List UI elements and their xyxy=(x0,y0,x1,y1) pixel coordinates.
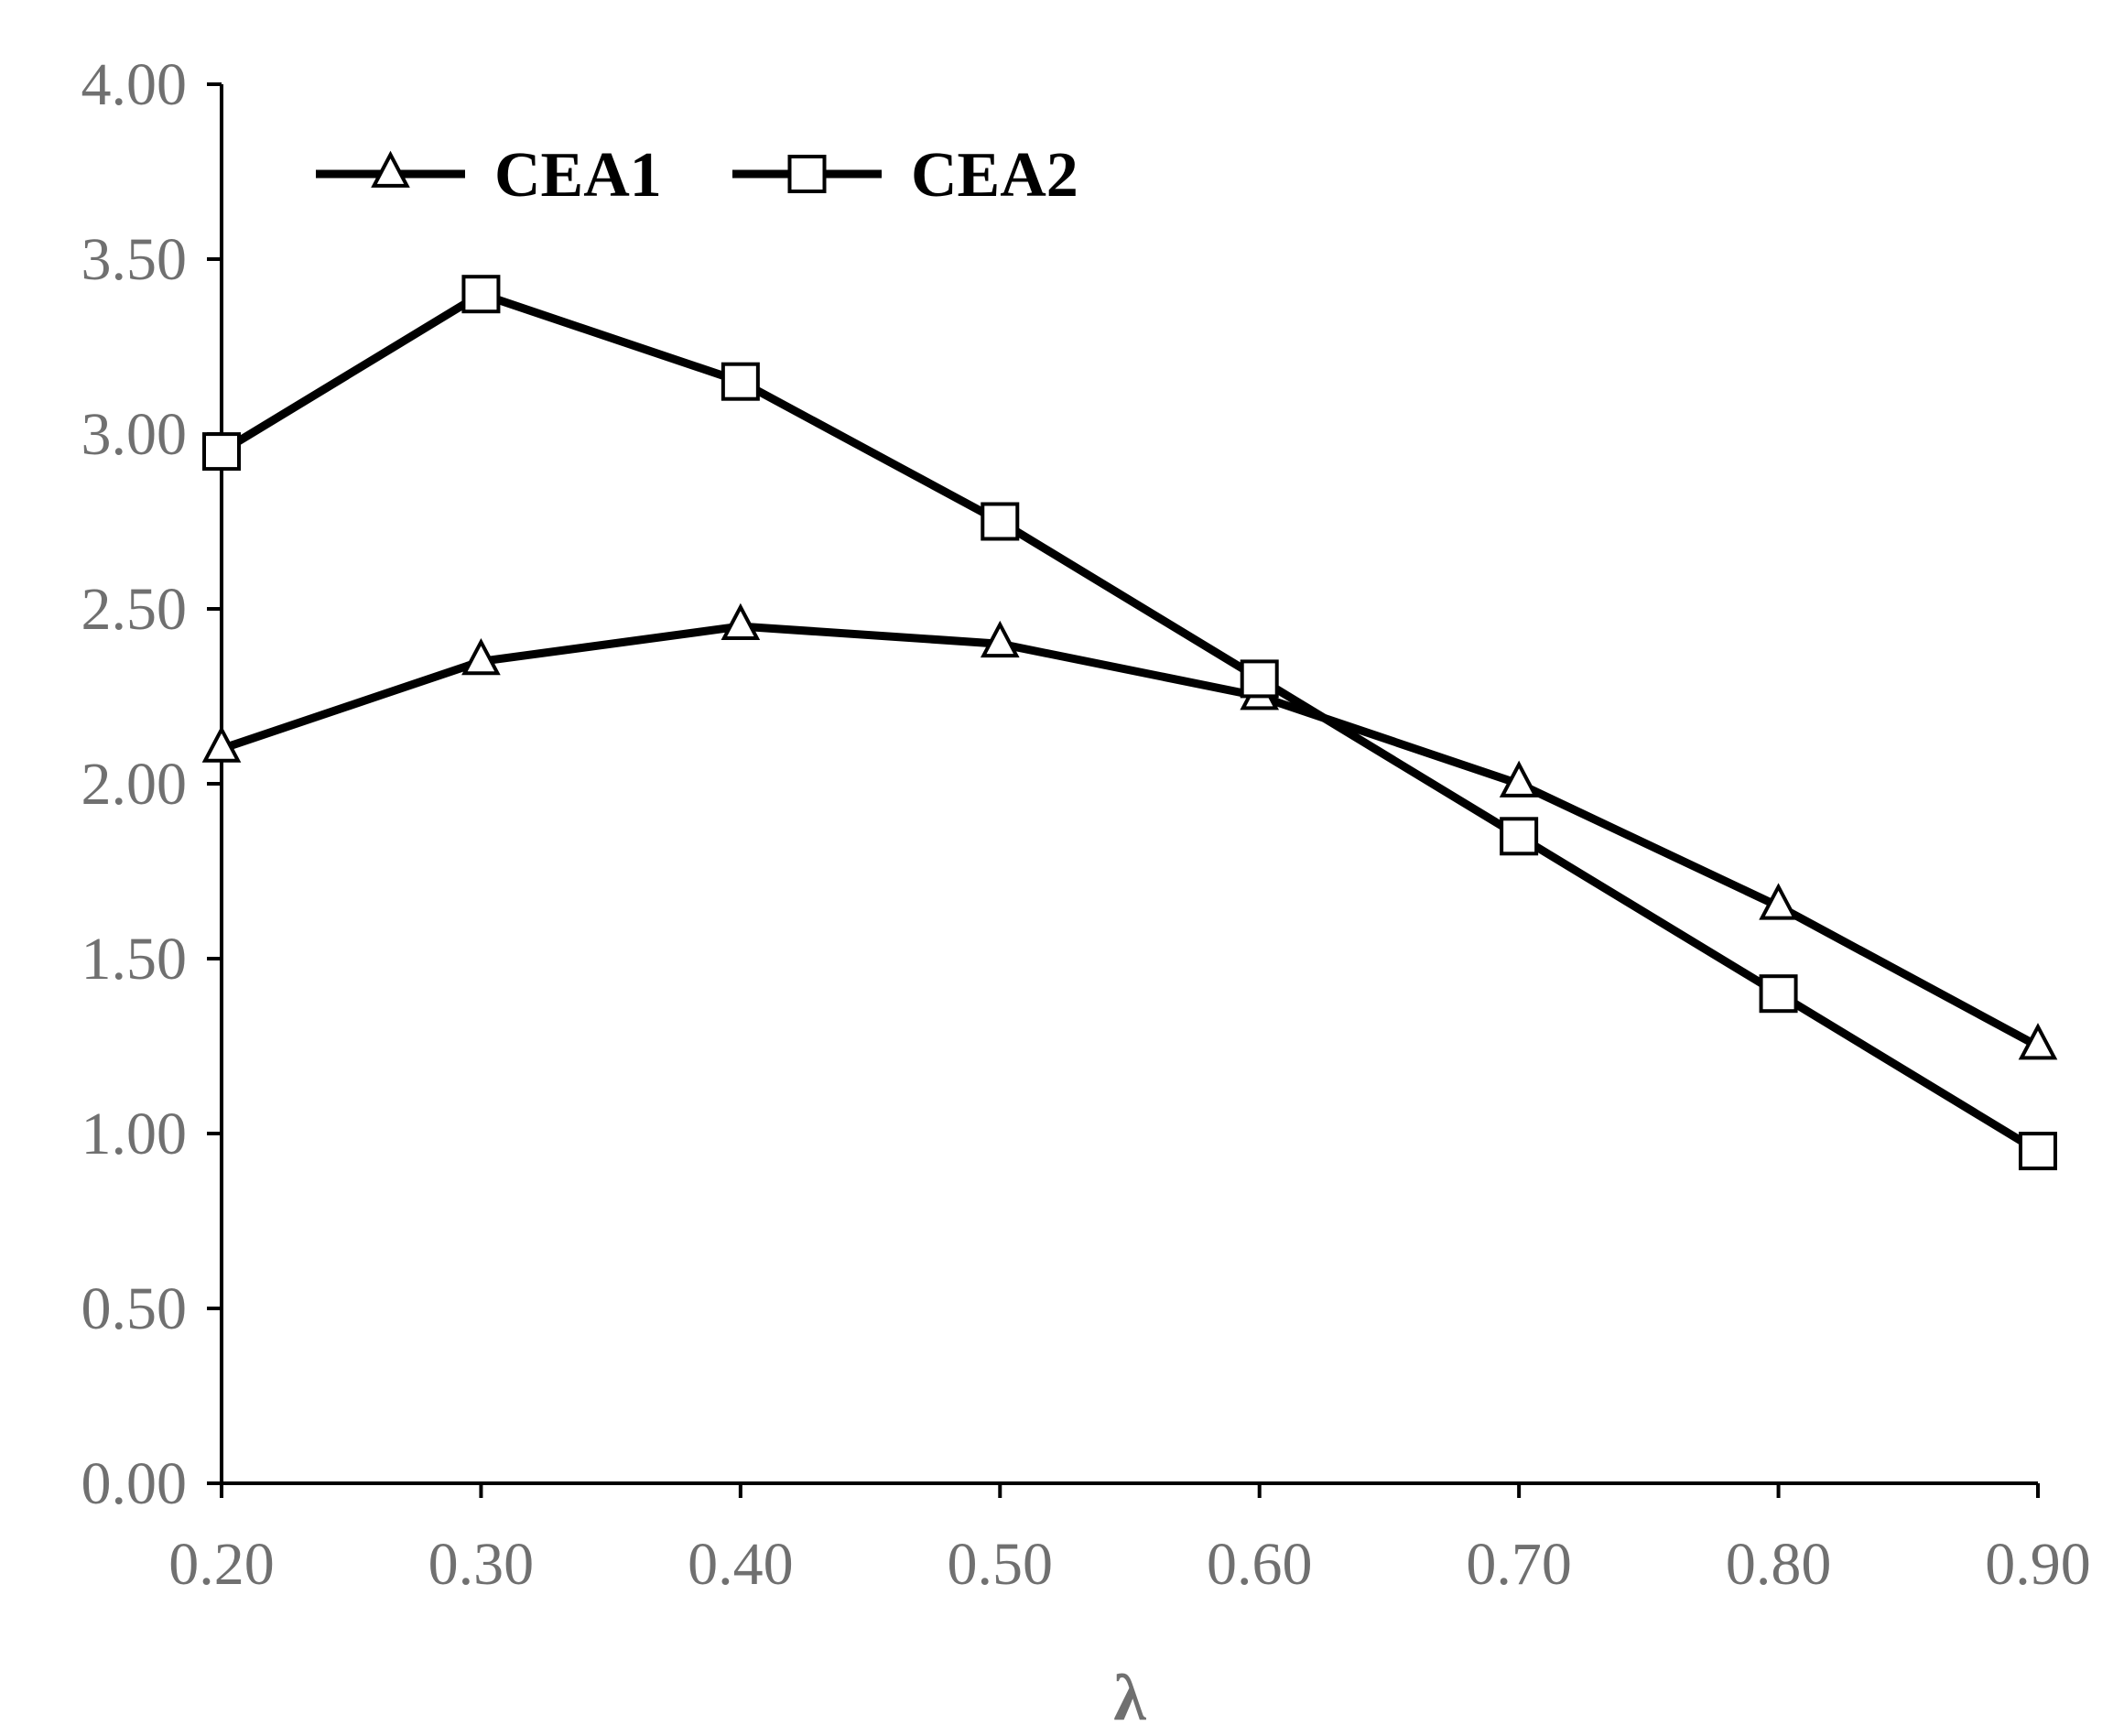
series-cea2 xyxy=(202,275,2057,1171)
x-tick-label: 0.60 xyxy=(1207,1531,1313,1598)
y-tick-label: 1.50 xyxy=(81,926,188,993)
y-tick-label: 1.00 xyxy=(81,1101,188,1167)
y-tick-label: 0.00 xyxy=(81,1450,188,1517)
y-tick-label: 3.50 xyxy=(81,226,188,293)
legend-item-cea1: CEA1 xyxy=(316,140,662,211)
x-tick-label: 0.80 xyxy=(1726,1531,1832,1598)
data-point-cea1 xyxy=(201,725,242,763)
y-tick-label: 3.00 xyxy=(81,401,188,468)
legend-label: CEA2 xyxy=(911,140,1078,211)
series-line-cea1 xyxy=(220,622,2041,1050)
series-cea1 xyxy=(201,602,2058,1060)
data-point-cea1 xyxy=(1499,760,1539,797)
series-layer xyxy=(201,275,2058,1171)
legend-label: CEA1 xyxy=(494,140,662,211)
series-line-cea2 xyxy=(219,289,2041,1155)
y-tick-label: 0.50 xyxy=(81,1275,188,1342)
data-point-cea2 xyxy=(1240,659,1279,699)
legend-marker xyxy=(371,150,410,188)
x-tick-label: 0.20 xyxy=(168,1531,275,1598)
y-axis-ticks: 0.00 0.50 1.00 1.50 2.00 2.50 3.00 3.50 4.00 xyxy=(81,51,222,1517)
data-point-cea1 xyxy=(461,637,501,676)
data-point-cea2 xyxy=(202,432,241,472)
data-point-cea1 xyxy=(980,620,1020,658)
y-tick-label: 2.00 xyxy=(81,751,188,818)
data-point-cea1 xyxy=(2018,1023,2058,1060)
y-tick-label: 2.50 xyxy=(81,576,188,643)
data-point-cea2 xyxy=(981,502,1020,541)
data-point-cea2 xyxy=(1500,817,1539,856)
data-point-cea1 xyxy=(1759,883,1798,920)
data-point-cea2 xyxy=(721,362,760,401)
legend: CEA1 CEA2 xyxy=(316,140,1078,211)
x-tick-label: 0.70 xyxy=(1466,1531,1572,1598)
y-tick-label: 4.00 xyxy=(81,51,188,118)
x-axis-ticks: 0.20 0.30 0.40 0.50 0.60 0.70 0.80 0.90 xyxy=(168,1483,2091,1598)
data-point-cea2 xyxy=(1759,974,1798,1014)
legend-item-cea2: CEA2 xyxy=(732,140,1078,211)
data-point-cea1 xyxy=(721,602,761,641)
data-point-cea2 xyxy=(461,275,501,314)
x-tick-label: 0.50 xyxy=(948,1531,1054,1598)
legend-marker xyxy=(787,155,827,193)
x-axis-title: λ xyxy=(1113,1661,1146,1734)
x-tick-label: 0.90 xyxy=(1985,1531,2091,1598)
x-tick-label: 0.40 xyxy=(688,1531,794,1598)
x-tick-label: 0.30 xyxy=(428,1531,535,1598)
data-point-cea2 xyxy=(2019,1132,2057,1171)
